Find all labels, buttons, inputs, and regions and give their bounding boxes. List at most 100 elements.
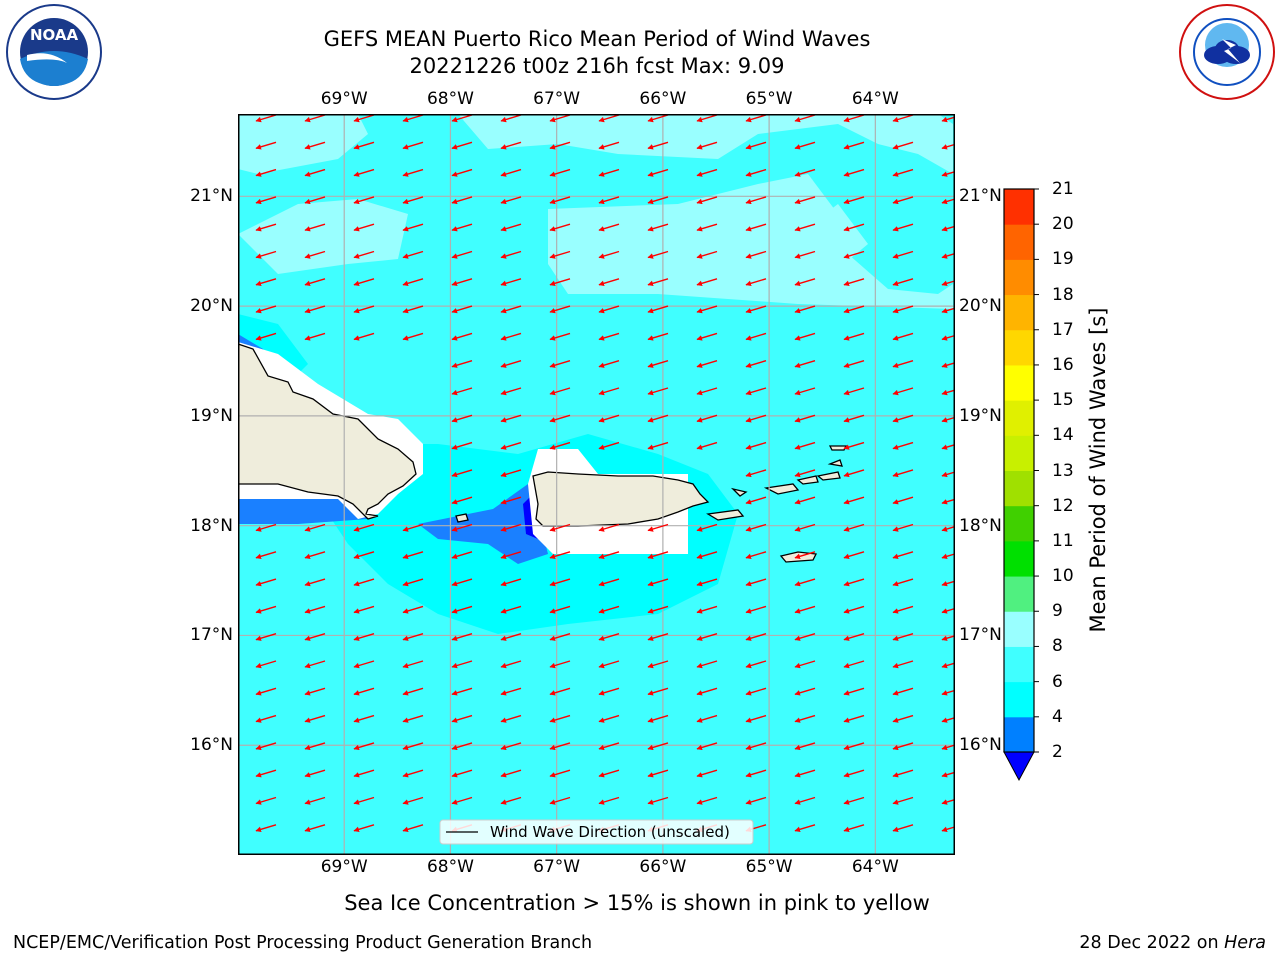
wind-wave-arrow [745, 551, 767, 560]
wind-wave-arrow [794, 250, 816, 259]
wind-wave-arrow [745, 796, 767, 805]
wind-wave-arrow [353, 196, 375, 205]
wind-wave-arrow [696, 360, 718, 368]
wind-wave-arrow [353, 278, 375, 287]
wind-wave-arrow [647, 633, 669, 641]
wind-wave-arrow [598, 578, 620, 587]
wind-wave-arrow [402, 115, 424, 123]
wind-wave-arrow [549, 196, 571, 205]
wind-wave-arrow [451, 387, 473, 396]
wind-wave-arrow [549, 141, 571, 150]
footer-credit: NCEP/EMC/Verification Post Processing Pr… [13, 933, 593, 953]
wind-wave-arrow [941, 526, 954, 532]
wind-wave-arrow [255, 578, 277, 587]
wind-wave-arrow [892, 414, 914, 423]
lon-label-top: 69°W [320, 89, 368, 109]
wind-wave-arrow [745, 223, 767, 232]
wind-wave-arrow [500, 223, 522, 232]
wind-wave-arrow [451, 469, 473, 478]
wind-wave-arrow [402, 332, 424, 341]
wind-wave-arrow [451, 250, 473, 259]
wind-wave-arrow [304, 305, 326, 314]
wind-wave-arrow [843, 605, 865, 614]
wind-wave-arrow [941, 826, 954, 833]
wind-wave-arrow [745, 660, 767, 669]
wind-wave-arrow [794, 633, 816, 641]
wind-wave-arrow [696, 305, 718, 314]
wind-wave-arrow [500, 660, 522, 669]
wind-wave-arrow [500, 115, 522, 123]
wind-wave-arrow [353, 742, 375, 751]
colorbar-tick-label: 6 [1052, 671, 1063, 692]
wind-wave-arrow [941, 171, 954, 177]
wind-wave-arrow [843, 742, 865, 751]
colorbar-tick-label: 13 [1052, 460, 1074, 481]
wind-wave-arrow [892, 469, 914, 478]
colorbar-tick-label: 19 [1052, 249, 1074, 270]
wind-wave-arrow [500, 414, 522, 423]
wind-wave-arrow [549, 742, 571, 751]
wind-wave-arrow [647, 441, 669, 450]
wind-wave-arrow [500, 742, 522, 751]
wind-wave-arrow [647, 332, 669, 341]
colorbar-segment [1004, 505, 1034, 542]
wind-wave-arrow [549, 360, 571, 368]
wind-wave-arrow [647, 687, 669, 696]
wind-wave-arrow [745, 441, 767, 450]
wind-wave-arrow [892, 360, 914, 368]
wind-wave-arrow [696, 687, 718, 696]
wind-wave-arrow [745, 332, 767, 341]
wind-wave-arrow [255, 742, 277, 751]
wind-wave-arrow [304, 824, 326, 833]
wind-wave-arrow [794, 441, 816, 450]
anegada [828, 445, 848, 451]
wind-wave-arrow [353, 141, 375, 150]
wind-wave-arrow [794, 141, 816, 150]
wind-wave-arrow [500, 496, 522, 505]
wind-wave-arrow [353, 687, 375, 696]
wind-wave-arrow [696, 115, 718, 123]
lat-label-right: 19°N [959, 405, 1002, 426]
wind-wave-arrow [304, 523, 326, 532]
wind-wave-arrow [745, 578, 767, 587]
wind-wave-arrow [500, 551, 522, 560]
wind-wave-arrow [941, 580, 954, 587]
wind-wave-arrow [598, 278, 620, 287]
wind-wave-arrow [598, 687, 620, 696]
wind-wave-arrow [843, 633, 865, 641]
wind-wave-arrow [304, 168, 326, 177]
wind-wave-arrow [843, 278, 865, 287]
wind-wave-arrow [843, 660, 865, 669]
wind-wave-arrow [647, 278, 669, 287]
legend-label: Wind Wave Direction (unscaled) [490, 823, 730, 841]
footer-date: 28 Dec 2022 on Hera [1079, 933, 1266, 953]
mona-island [455, 513, 469, 523]
wind-wave-arrow [598, 115, 620, 123]
gridlines [239, 115, 954, 854]
wind-wave-arrow [549, 523, 571, 532]
wind-wave-arrow [647, 523, 669, 532]
wind-wave-arrow [402, 305, 424, 314]
wind-wave-arrow [598, 796, 620, 805]
wind-wave-arrow [353, 660, 375, 669]
wind-wave-arrow [892, 223, 914, 232]
wind-wave-arrow [794, 578, 816, 587]
wind-wave-arrow [353, 332, 375, 341]
wind-wave-arrow [500, 523, 522, 532]
wind-wave-arrow [745, 141, 767, 150]
colorbar-tick-label: 15 [1052, 390, 1074, 411]
wind-wave-arrow [451, 223, 473, 232]
wind-wave-arrow [451, 168, 473, 177]
wind-wave-arrow [696, 414, 718, 423]
wind-wave-arrow [794, 278, 816, 287]
wind-wave-arrow [598, 660, 620, 669]
wind-wave-arrow [500, 469, 522, 478]
wind-wave-arrow [304, 223, 326, 232]
wind-wave-arrow [843, 223, 865, 232]
wind-wave-arrow [255, 523, 277, 532]
wind-wave-arrow [892, 796, 914, 805]
wind-wave-arrow [500, 168, 522, 177]
tortola [816, 471, 841, 481]
chart-subtitle: 20221226 t00z 216h fcst Max: 9.09 [409, 54, 785, 78]
lat-label-right: 16°N [959, 735, 1002, 756]
